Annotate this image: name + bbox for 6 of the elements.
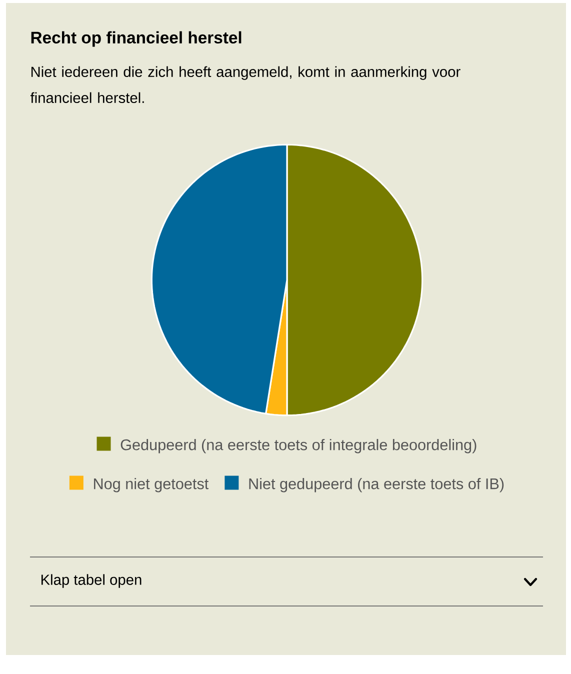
legend-label: Niet gedupeerd (na eerste toets of IB) <box>249 478 504 492</box>
text: Klap tabel open <box>41 574 142 588</box>
legend-label: Nog niet getoetst <box>94 478 209 492</box>
legend-label: Gedupeerd (na eerste toets of integrale beoordeling) <box>120 438 476 454</box>
chart-subtitle: Niet iedereen die zich heeft aangemeld, komt in aanmerking voor financieel herstel. <box>30 66 460 104</box>
chart-title: Recht op financieel herstel <box>31 31 242 47</box>
